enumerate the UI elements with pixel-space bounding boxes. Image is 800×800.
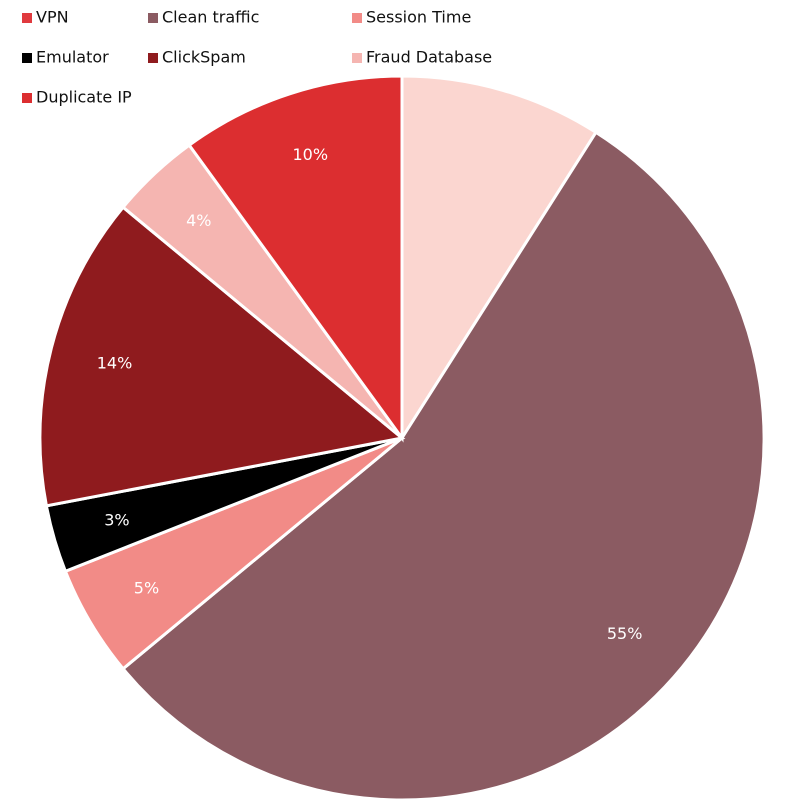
legend-label: Clean traffic <box>162 8 259 27</box>
legend-swatch <box>148 53 158 63</box>
legend-swatch <box>148 13 158 23</box>
legend-label: Fraud Database <box>366 48 492 67</box>
pie-slice <box>400 74 599 444</box>
slice-label: 4% <box>186 211 211 230</box>
legend-label: ClickSpam <box>162 48 246 67</box>
pie-slice <box>187 74 404 443</box>
slice-label: 55% <box>607 624 643 643</box>
legend-swatch <box>352 13 362 23</box>
slice-label: 5% <box>134 579 159 598</box>
slice-label: 3% <box>104 510 129 529</box>
legend-label: VPN <box>36 8 69 27</box>
legend-swatch <box>22 13 32 23</box>
legend-label: Emulator <box>36 48 109 67</box>
legend-swatch <box>22 53 32 63</box>
pie-slice <box>120 130 766 800</box>
legend-swatch <box>352 53 362 63</box>
legend-label: Duplicate IP <box>36 88 132 107</box>
slice-label: 10% <box>292 145 328 164</box>
slice-label: 14% <box>97 354 133 373</box>
legend-label: Session Time <box>366 8 471 27</box>
pie-slice <box>38 205 406 508</box>
legend-swatch <box>22 93 32 103</box>
